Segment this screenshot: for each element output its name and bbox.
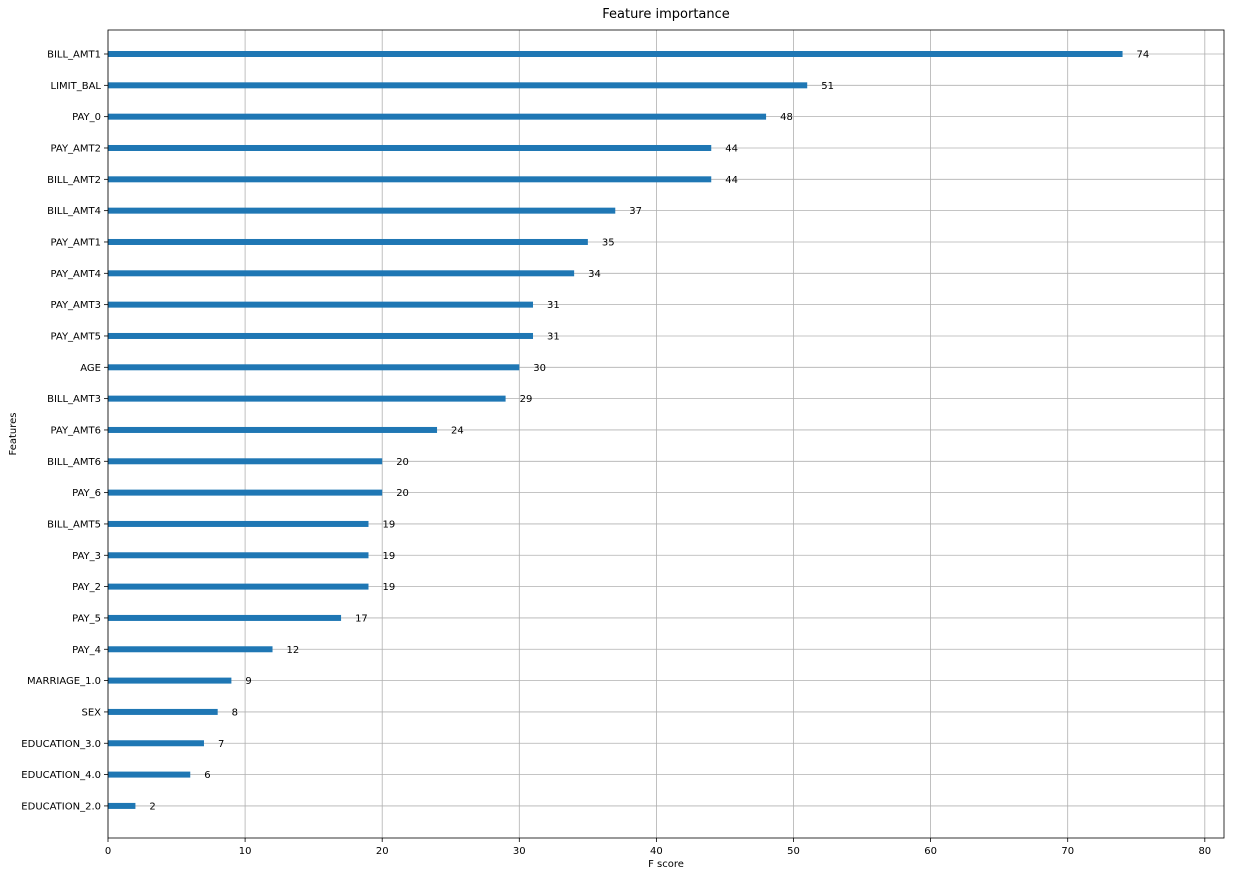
value-label: 7 (218, 739, 224, 750)
value-label: 9 (245, 676, 251, 687)
value-label: 19 (382, 519, 395, 530)
x-tick-label: 40 (650, 846, 663, 857)
bar (108, 395, 506, 402)
y-tick-label: MARRIAGE_1.0 (27, 676, 101, 687)
bar (108, 332, 534, 339)
x-tick-label: 50 (787, 846, 800, 857)
y-tick-label: PAY_AMT2 (50, 143, 101, 154)
bar (108, 238, 588, 245)
value-labels: 7451484444373534313130292420201919191712… (149, 50, 1149, 813)
x-tick-label: 60 (924, 846, 937, 857)
value-label: 30 (533, 363, 546, 374)
y-tick-label: LIMIT_BAL (51, 81, 102, 92)
bar (108, 364, 520, 371)
bar (108, 740, 204, 747)
y-tick-label: BILL_AMT4 (47, 206, 101, 217)
value-label: 29 (520, 394, 533, 405)
value-label: 44 (725, 175, 738, 186)
x-tick-label: 70 (1061, 846, 1074, 857)
y-tick-label: PAY_6 (72, 488, 101, 499)
y-tick-label: PAY_5 (72, 613, 101, 624)
y-tick-label: SEX (81, 707, 101, 718)
bars (108, 51, 1123, 809)
bar (108, 802, 136, 809)
x-tick-label: 80 (1198, 846, 1211, 857)
value-label: 37 (629, 206, 642, 217)
bar (108, 176, 712, 183)
value-label: 48 (780, 112, 793, 123)
chart-title: Feature importance (602, 7, 730, 22)
bar (108, 82, 808, 89)
bar (108, 301, 534, 308)
y-tick-label: BILL_AMT3 (47, 394, 101, 405)
value-label: 44 (725, 143, 738, 154)
grid (107, 30, 1224, 838)
value-label: 2 (149, 801, 155, 812)
bar (108, 708, 218, 715)
y-tick-label: PAY_4 (72, 645, 101, 656)
bar (108, 552, 369, 559)
bar (108, 646, 273, 653)
y-tick-label: PAY_0 (72, 112, 101, 123)
y-tick-label: BILL_AMT6 (47, 457, 101, 468)
bar (108, 489, 383, 496)
y-tick-label: EDUCATION_2.0 (21, 801, 101, 812)
x-tick-labels: 0 10 20 30 40 50 60 70 80 (105, 838, 1211, 857)
value-label: 35 (602, 237, 615, 248)
y-tick-label: PAY_AMT4 (50, 269, 101, 280)
bar (108, 771, 191, 778)
value-label: 51 (821, 81, 834, 92)
value-label: 20 (396, 488, 409, 499)
value-label: 31 (547, 331, 560, 342)
x-tick-label: 30 (513, 846, 526, 857)
y-tick-label: AGE (80, 363, 101, 374)
y-tick-label: PAY_AMT3 (50, 300, 101, 311)
bar (108, 113, 767, 120)
y-tick-label: PAY_3 (72, 551, 101, 562)
y-tick-label: BILL_AMT5 (47, 519, 101, 530)
y-tick-label: EDUCATION_3.0 (21, 739, 101, 750)
y-tick-label: EDUCATION_4.0 (21, 770, 101, 781)
bar (108, 520, 369, 527)
value-label: 34 (588, 269, 601, 280)
y-tick-label: PAY_AMT1 (50, 237, 101, 248)
x-axis-label: F score (648, 859, 684, 870)
bar (108, 270, 575, 277)
y-tick-label: PAY_2 (72, 582, 101, 593)
value-label: 74 (1137, 50, 1150, 61)
x-tick-label: 0 (105, 846, 111, 857)
value-label: 8 (232, 707, 238, 718)
value-label: 12 (287, 645, 300, 656)
plot-frame (107, 29, 1225, 839)
x-tick-label: 10 (239, 846, 252, 857)
bar (108, 144, 712, 151)
value-label: 17 (355, 613, 368, 624)
y-tick-labels: BILL_AMT1 LIMIT_BAL PAY_0 PAY_AMT2 BILL_AMT2… (21, 50, 108, 812)
bar (108, 207, 616, 214)
y-tick-label: BILL_AMT2 (47, 175, 101, 186)
value-label: 6 (204, 770, 210, 781)
y-axis-label: Features (8, 413, 19, 456)
value-label: 19 (382, 551, 395, 562)
value-label: 20 (396, 457, 409, 468)
value-label: 19 (382, 582, 395, 593)
value-label: 31 (547, 300, 560, 311)
value-label: 24 (451, 425, 464, 436)
y-tick-label: BILL_AMT1 (47, 50, 101, 61)
y-tick-label: PAY_AMT5 (50, 331, 101, 342)
bar (108, 458, 383, 465)
bar (108, 614, 342, 621)
bar (108, 677, 232, 684)
x-tick-label: 20 (376, 846, 389, 857)
y-tick-label: PAY_AMT6 (50, 425, 101, 436)
bar (108, 583, 369, 590)
bar (108, 426, 438, 433)
bar (108, 51, 1123, 57)
